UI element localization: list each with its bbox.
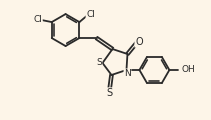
Text: N: N [124,69,131,78]
Text: Cl: Cl [33,15,42,24]
Text: S: S [96,58,102,67]
Text: OH: OH [182,66,196,75]
Text: Cl: Cl [86,10,95,19]
Text: S: S [106,88,112,98]
Text: O: O [135,37,143,47]
